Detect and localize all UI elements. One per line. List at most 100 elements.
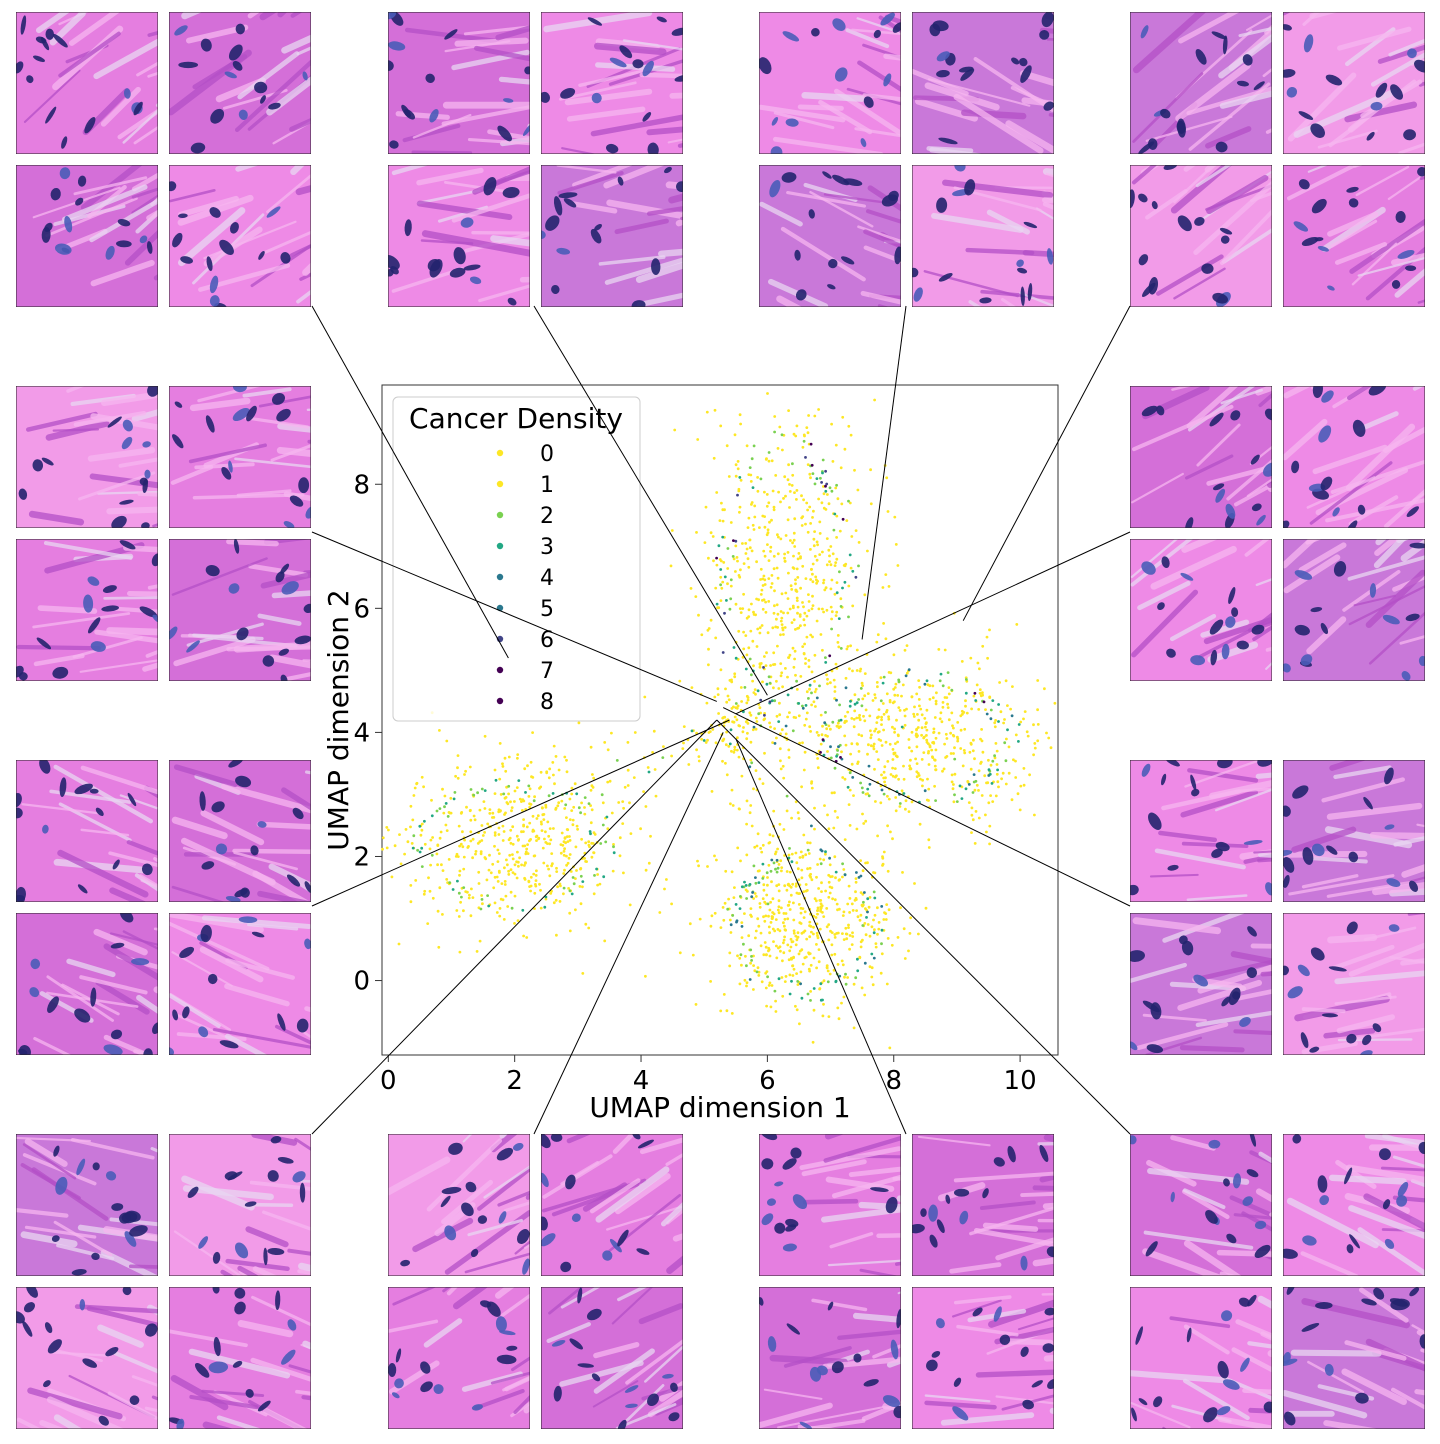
- scatter-point: [797, 867, 800, 870]
- scatter-point: [655, 795, 658, 798]
- scatter-point: [881, 929, 884, 932]
- scatter-point: [768, 460, 771, 463]
- scatter-point: [853, 725, 856, 728]
- scatter-point: [749, 811, 752, 814]
- scatter-point: [963, 749, 966, 752]
- scatter-point: [783, 884, 786, 887]
- scatter-point: [738, 756, 741, 759]
- scatter-point: [422, 785, 425, 788]
- scatter-point: [798, 714, 801, 717]
- scatter-point: [801, 856, 804, 859]
- scatter-point: [548, 794, 551, 797]
- scatter-point: [851, 670, 854, 673]
- scatter-point: [494, 792, 497, 795]
- scatter-point: [449, 797, 452, 800]
- scatter-point: [532, 815, 535, 818]
- scatter-point: [603, 940, 606, 943]
- scatter-point: [791, 474, 794, 477]
- scatter-point: [602, 824, 605, 827]
- scatter-point: [690, 587, 693, 590]
- scatter-point: [497, 880, 500, 883]
- scatter-point: [829, 892, 832, 895]
- scatter-point: [507, 785, 510, 788]
- scatter-point: [603, 741, 606, 744]
- scatter-point: [780, 610, 783, 613]
- scatter-point: [806, 889, 809, 892]
- scatter-point: [1019, 721, 1022, 724]
- scatter-point: [762, 844, 765, 847]
- scatter-point: [831, 721, 834, 724]
- scatter-point: [780, 674, 783, 677]
- scatter-point: [818, 948, 821, 951]
- scatter-point: [928, 763, 931, 766]
- scatter-point: [743, 562, 746, 565]
- scatter-point: [413, 794, 416, 797]
- scatter-point: [895, 809, 898, 812]
- scatter-point: [800, 971, 803, 974]
- scatter-point: [409, 884, 412, 887]
- scatter-point: [874, 697, 877, 700]
- scatter-point: [758, 869, 761, 872]
- scatter-point: [386, 847, 389, 850]
- scatter-point: [548, 842, 551, 845]
- scatter-point: [665, 878, 668, 881]
- scatter-point: [801, 601, 804, 604]
- scatter-point: [822, 858, 825, 861]
- scatter-point: [811, 671, 814, 674]
- scatter-point: [802, 890, 805, 893]
- scatter-point: [831, 943, 834, 946]
- scatter-point: [780, 907, 783, 910]
- scatter-point: [1005, 783, 1008, 786]
- scatter-point: [748, 608, 751, 611]
- scatter-point: [717, 712, 720, 715]
- scatter-point: [804, 657, 807, 660]
- scatter-point: [805, 577, 808, 580]
- scatter-point: [710, 925, 713, 928]
- scatter-point: [752, 524, 755, 527]
- legend-title: Cancer Density: [409, 402, 623, 435]
- scatter-point: [486, 879, 489, 882]
- scatter-point: [771, 741, 774, 744]
- scatter-point: [766, 975, 769, 978]
- scatter-point: [643, 696, 646, 699]
- scatter-point: [456, 766, 459, 769]
- scatter-point: [776, 626, 779, 629]
- scatter-point: [836, 725, 839, 728]
- scatter-point: [787, 904, 790, 907]
- scatter-point: [956, 721, 959, 724]
- scatter-point: [809, 876, 812, 879]
- scatter-point: [826, 563, 829, 566]
- legend-marker: [497, 574, 503, 580]
- scatter-point: [511, 853, 514, 856]
- scatter-point: [827, 896, 830, 899]
- scatter-point: [855, 909, 858, 912]
- scatter-point: [446, 829, 449, 832]
- scatter-point: [868, 794, 871, 797]
- scatter-point: [476, 791, 479, 794]
- scatter-point: [469, 766, 472, 769]
- scatter-point: [859, 919, 862, 922]
- scatter-point: [791, 860, 794, 863]
- scatter-point: [883, 911, 886, 914]
- scatter-point: [819, 982, 822, 985]
- scatter-point: [831, 897, 834, 900]
- scatter-point: [893, 516, 896, 519]
- scatter-point: [837, 722, 840, 725]
- scatter-point: [856, 669, 859, 672]
- scatter-point: [871, 966, 874, 969]
- scatter-point: [707, 648, 710, 651]
- scatter-point: [1034, 747, 1037, 750]
- scatter-point: [792, 729, 795, 732]
- scatter-point: [774, 990, 777, 993]
- scatter-point: [876, 685, 879, 688]
- scatter-point: [942, 706, 945, 709]
- scatter-point: [764, 915, 767, 918]
- scatter-point: [823, 979, 826, 982]
- scatter-point: [869, 783, 872, 786]
- scatter-point: [866, 897, 869, 900]
- scatter-point: [452, 888, 455, 891]
- scatter-point: [838, 570, 841, 573]
- scatter-point: [1006, 728, 1009, 731]
- scatter-point: [965, 692, 968, 695]
- scatter-point: [867, 923, 870, 926]
